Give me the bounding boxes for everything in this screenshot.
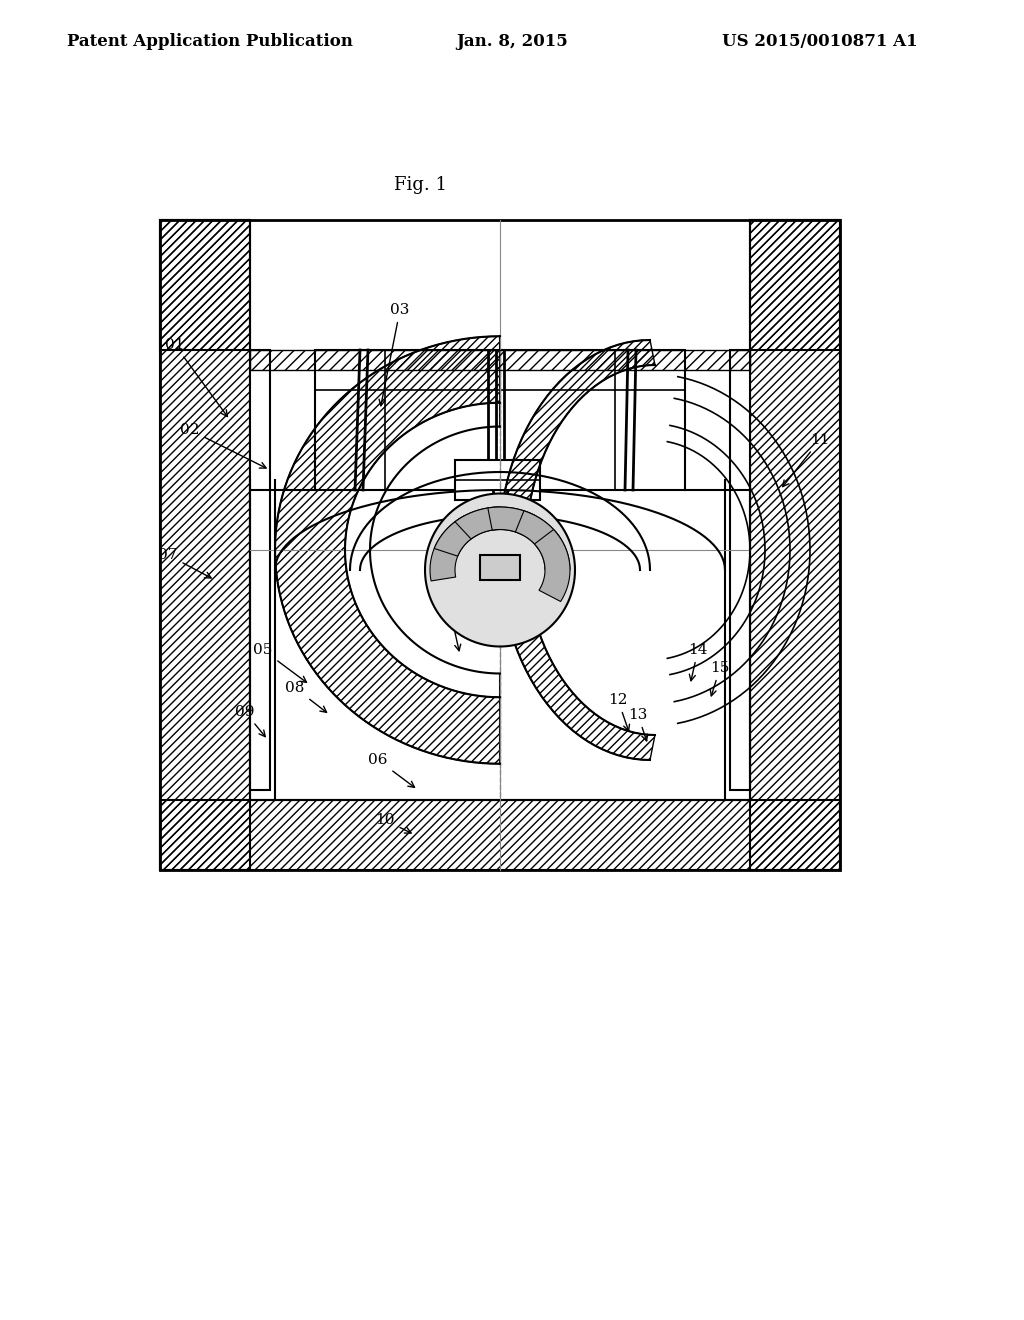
- Text: 12: 12: [608, 693, 630, 731]
- Polygon shape: [487, 507, 560, 549]
- Text: 13: 13: [629, 708, 648, 741]
- Bar: [480, 554, 520, 579]
- Polygon shape: [425, 494, 575, 647]
- Bar: [315, 350, 685, 490]
- Text: Patent Application Publication: Patent Application Publication: [67, 33, 353, 50]
- Bar: [750, 220, 840, 870]
- Bar: [730, 350, 750, 789]
- Text: US 2015/0010871 A1: US 2015/0010871 A1: [722, 33, 918, 50]
- Text: 07: 07: [159, 548, 211, 578]
- Text: Fig. 1: Fig. 1: [393, 176, 446, 194]
- Bar: [160, 220, 840, 870]
- Bar: [250, 350, 750, 370]
- Bar: [160, 800, 840, 870]
- Text: 06: 06: [369, 752, 415, 788]
- Polygon shape: [430, 515, 477, 581]
- Text: 11: 11: [782, 433, 829, 487]
- Text: 04: 04: [440, 603, 461, 651]
- Text: 05: 05: [253, 643, 306, 682]
- Text: Jan. 8, 2015: Jan. 8, 2015: [456, 33, 568, 50]
- Text: 08: 08: [286, 681, 327, 713]
- Bar: [160, 220, 250, 350]
- Text: 15: 15: [711, 661, 730, 696]
- Text: 09: 09: [236, 705, 265, 737]
- Text: 14: 14: [688, 643, 708, 681]
- Polygon shape: [434, 507, 500, 556]
- Bar: [750, 220, 840, 350]
- Polygon shape: [515, 511, 570, 570]
- Bar: [160, 220, 250, 870]
- Bar: [250, 350, 270, 789]
- Polygon shape: [455, 507, 535, 539]
- Bar: [455, 459, 540, 500]
- Text: 01: 01: [165, 338, 227, 417]
- Text: 03: 03: [379, 304, 410, 405]
- Polygon shape: [535, 529, 570, 602]
- Text: 02: 02: [180, 422, 266, 469]
- Text: 10: 10: [375, 813, 411, 833]
